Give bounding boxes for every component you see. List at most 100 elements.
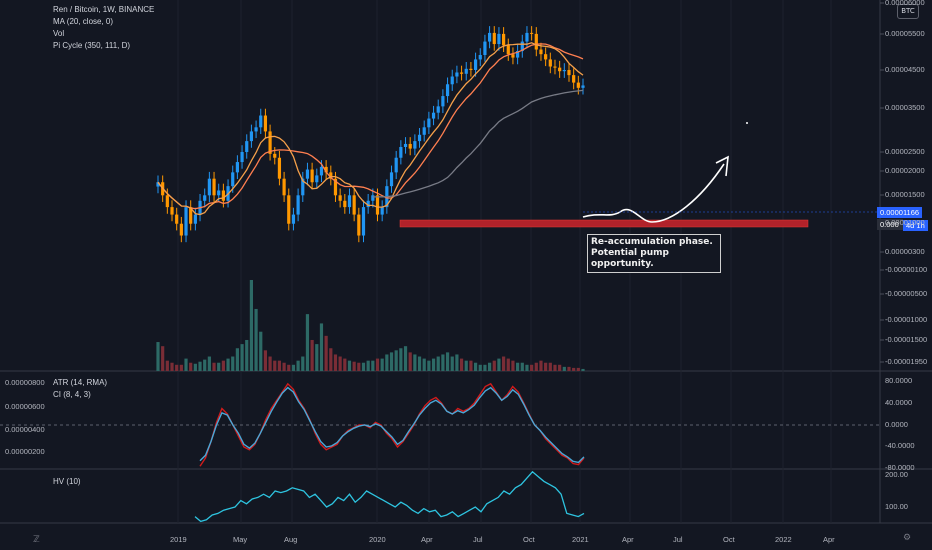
candle-body <box>413 141 417 149</box>
volume-bar <box>357 362 361 371</box>
volume-bar <box>343 358 347 371</box>
candle-body <box>520 41 524 52</box>
volume-bar <box>539 360 543 371</box>
ma-line-slow <box>157 43 584 210</box>
projection-curve <box>582 163 725 223</box>
legend-ma[interactable]: MA (20, close, 0) <box>53 17 114 26</box>
volume-bar <box>558 364 562 371</box>
volume-bar <box>534 362 538 371</box>
volume-bar <box>464 360 468 371</box>
time-axis-label: Jul <box>673 535 683 544</box>
currency-badge[interactable]: BTC <box>897 4 919 19</box>
volume-bar <box>497 358 501 371</box>
annotation-dot <box>746 122 748 124</box>
time-axis-label: 2019 <box>170 535 187 544</box>
price-axis-label: 0.00003500 <box>885 103 925 112</box>
volume-bar <box>581 368 585 371</box>
candle-body <box>212 178 216 196</box>
time-axis-label: 2021 <box>572 535 589 544</box>
volume-bar <box>179 364 183 371</box>
hv-axis-label: 200.00 <box>885 470 908 479</box>
volume-bar <box>282 362 286 371</box>
volume-bar <box>212 362 216 371</box>
candle-body <box>511 54 515 58</box>
volume-bar <box>548 362 552 371</box>
volume-bar <box>520 362 524 371</box>
candle-body <box>497 33 501 45</box>
volume-bar <box>544 362 548 371</box>
price-axis-label: 0.00000300 <box>885 247 925 256</box>
candle-body <box>525 32 529 42</box>
candle-body <box>399 146 403 158</box>
candle-body <box>553 66 557 68</box>
candle-body <box>450 76 454 85</box>
volume-bar <box>366 360 370 371</box>
volume-bar <box>502 356 506 371</box>
volume-bar <box>478 364 482 371</box>
price-tag-partial: 0.000 <box>877 219 903 230</box>
volume-bar <box>385 354 389 371</box>
candle-body <box>333 178 338 196</box>
candle-body <box>301 178 305 196</box>
candle-body <box>581 85 585 88</box>
ci-axis-label: 40.0000 <box>885 398 913 407</box>
atr-axis-label: 0.00000200 <box>5 447 45 456</box>
volume-bar <box>431 358 436 371</box>
candle-body <box>268 131 272 154</box>
volume-bar <box>572 367 576 371</box>
volume-bar <box>436 356 440 371</box>
volume-bar <box>375 358 380 371</box>
volume-bar <box>562 366 566 371</box>
countdown-tag: 4d 1h <box>903 220 928 231</box>
candle-body <box>156 182 160 187</box>
legend-atr[interactable]: ATR (14, RMA) <box>53 378 108 387</box>
volume-bar <box>329 348 333 371</box>
volume-bar <box>361 362 366 371</box>
legend-hv[interactable]: HV (10) <box>53 477 81 486</box>
legend-vol[interactable]: Vol <box>53 29 65 38</box>
volume-bar <box>231 356 235 371</box>
candle-body <box>431 112 436 119</box>
volume-bar <box>394 350 398 371</box>
candle-body <box>572 75 576 83</box>
candle-body <box>203 195 207 201</box>
time-axis-label: Apr <box>421 535 433 544</box>
candle-body <box>165 195 169 208</box>
candle-body <box>249 131 254 142</box>
volume-bar <box>287 364 291 371</box>
timezone-icon[interactable]: ℤ <box>33 535 40 545</box>
legend-pi-cycle[interactable]: Pi Cycle (350, 111, D) <box>53 41 131 50</box>
candle-body <box>291 214 296 224</box>
volume-bar <box>483 364 487 371</box>
candle-body <box>436 106 440 113</box>
annotation-note[interactable]: Re-accumulation phase. Potential pump op… <box>587 234 721 273</box>
volume-bar <box>473 362 478 371</box>
candle-body <box>175 214 179 224</box>
candle-body <box>282 178 286 196</box>
volume-bar <box>459 358 464 371</box>
volume-bar <box>469 360 473 371</box>
volume-bar <box>319 323 324 371</box>
candle-body <box>483 41 487 56</box>
volume-bar <box>333 354 338 371</box>
volume-bar <box>217 362 221 371</box>
time-axis-label: 2022 <box>775 535 792 544</box>
volume-bar <box>189 362 193 371</box>
settings-icon[interactable]: ⚙ <box>903 533 912 543</box>
volume-bar <box>310 339 314 371</box>
legend-ci[interactable]: CI (8, 4, 3) <box>53 390 91 399</box>
candle-body <box>558 67 562 72</box>
candle-body <box>273 153 277 158</box>
candle-body <box>371 195 375 201</box>
volume-bar <box>259 331 263 371</box>
volume-bar <box>170 362 174 371</box>
volume-bar <box>324 335 328 371</box>
atr-line <box>199 382 585 467</box>
candle-body <box>357 214 361 236</box>
atr-axis-label: 0.00000600 <box>5 402 45 411</box>
candle-body <box>170 207 174 215</box>
volume-bar <box>371 360 375 371</box>
candle-body <box>445 84 450 97</box>
volume-bar <box>567 366 571 371</box>
